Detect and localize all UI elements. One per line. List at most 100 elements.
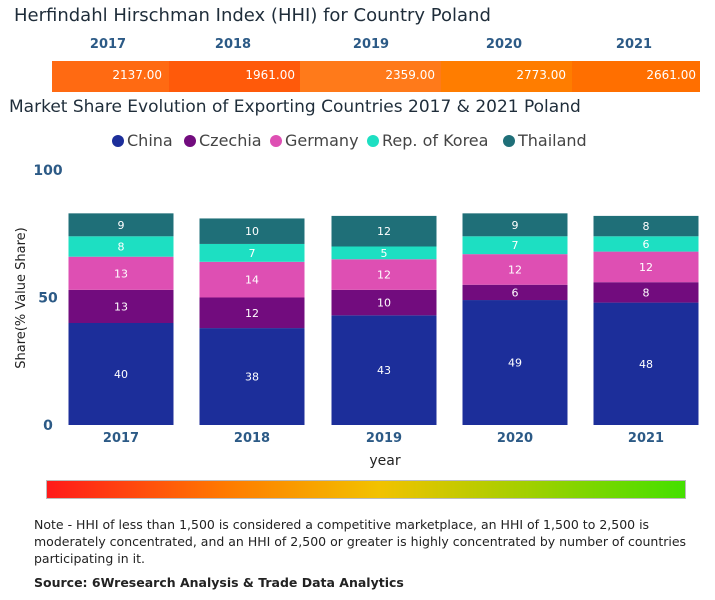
bar-segment <box>68 289 174 323</box>
hhi-cell: 2661.00 <box>572 61 700 92</box>
hhi-year-label: 2019 <box>352 37 390 52</box>
plot-area: 40 13 13 8 9 38 12 14 7 10 43 10 12 5 12 49 6 12 7 9 48 8 12 6 8 <box>68 213 699 425</box>
legend-item-china: China <box>112 131 173 150</box>
bar-segment <box>462 213 568 237</box>
legend-swatch <box>112 135 124 147</box>
x-tick-label: 2021 <box>628 431 664 446</box>
hhi-year-label: 2018 <box>214 37 252 52</box>
data-label: 40 <box>114 368 128 381</box>
data-label: 43 <box>377 364 391 377</box>
data-label: 12 <box>377 225 391 238</box>
bar-segment <box>593 236 699 252</box>
bar-segment <box>462 254 568 285</box>
chart-legend: China Czechia Germany Rep. of Korea Thai… <box>0 131 715 153</box>
data-label: 12 <box>639 261 653 274</box>
bar-segment <box>462 236 568 255</box>
legend-swatch <box>367 135 379 147</box>
data-label: 10 <box>377 297 391 310</box>
bar-segment <box>462 284 568 301</box>
hhi-cell: 2773.00 <box>441 61 572 92</box>
data-label: 9 <box>512 219 519 232</box>
y-axis-title: Share(% Value Share) <box>14 227 29 369</box>
hhi-value: 2661.00 <box>646 68 696 82</box>
hhi-year-label: 2017 <box>89 37 127 52</box>
bar-segment <box>199 297 305 329</box>
legend-label: Czechia <box>199 131 262 150</box>
x-tick-label: 2019 <box>366 431 402 446</box>
hhi-value: 1961.00 <box>245 68 295 82</box>
data-label: 14 <box>245 274 259 287</box>
legend-swatch <box>184 135 196 147</box>
y-axis: 0 50 100 <box>33 163 62 434</box>
bar-segment <box>462 300 568 425</box>
legend-item-germany: Germany <box>270 131 359 150</box>
chart-title: Market Share Evolution of Exporting Coun… <box>9 97 581 117</box>
data-label: 38 <box>245 371 259 384</box>
x-axis-title: year <box>369 453 400 469</box>
hhi-value: 2137.00 <box>112 68 162 82</box>
hhi-gradient-scale <box>46 480 686 499</box>
legend-label: China <box>127 131 173 150</box>
legend-swatch <box>503 135 515 147</box>
bar-segment <box>68 236 174 257</box>
data-label: 13 <box>114 300 128 313</box>
bar-segment <box>68 323 174 425</box>
bar-segment <box>593 215 699 237</box>
bar-segment <box>331 215 437 247</box>
data-label: 8 <box>643 220 650 233</box>
bar-segment <box>593 302 699 425</box>
bar-segment <box>199 218 305 244</box>
bar-segment <box>199 328 305 425</box>
legend-item-thailand: Thailand <box>503 131 587 150</box>
bar-segment <box>331 315 437 425</box>
y-tick-label: 0 <box>43 418 53 434</box>
data-label: 7 <box>512 239 519 252</box>
data-label: 9 <box>118 219 125 232</box>
data-label: 8 <box>643 286 650 299</box>
x-tick-label: 2018 <box>234 431 270 446</box>
data-label: 12 <box>377 269 391 282</box>
legend-item-korea: Rep. of Korea <box>367 131 488 150</box>
hhi-value-bar: 2137.00 1961.00 2359.00 2773.00 2661.00 <box>52 61 700 92</box>
source-credit: Source: 6Wresearch Analysis & Trade Data… <box>34 575 404 590</box>
y-tick-label: 100 <box>33 163 62 179</box>
bar-segment <box>331 246 437 260</box>
bar-segment <box>68 256 174 290</box>
legend-swatch <box>270 135 282 147</box>
data-label: 13 <box>114 267 128 280</box>
bar-segment <box>199 243 305 262</box>
bar-segment <box>68 213 174 237</box>
hhi-title: Herfindahl Hirschman Index (HHI) for Cou… <box>14 5 491 26</box>
hhi-year-label: 2020 <box>485 37 523 52</box>
data-label: 5 <box>381 247 388 260</box>
footnote: Note - HHI of less than 1,500 is conside… <box>34 517 687 566</box>
data-label: 6 <box>643 238 650 251</box>
hhi-value: 2359.00 <box>385 68 435 82</box>
hhi-cell: 2137.00 <box>52 61 169 92</box>
data-label: 8 <box>118 241 125 254</box>
x-tick-label: 2020 <box>497 431 533 446</box>
bar-segment <box>331 289 437 316</box>
y-tick-label: 50 <box>38 291 58 307</box>
hhi-year-label: 2021 <box>615 37 653 52</box>
legend-label: Germany <box>285 131 359 150</box>
data-label: 48 <box>639 358 653 371</box>
bar-segment <box>199 261 305 298</box>
hhi-cell: 1961.00 <box>169 61 300 92</box>
data-label: 6 <box>512 286 519 299</box>
bar-segment <box>593 282 699 303</box>
hhi-value: 2773.00 <box>516 68 566 82</box>
data-label: 12 <box>245 307 259 320</box>
data-label: 49 <box>508 357 522 370</box>
data-label: 10 <box>245 225 259 238</box>
legend-item-czechia: Czechia <box>184 131 262 150</box>
data-label: 12 <box>508 263 522 276</box>
bar-segment <box>331 259 437 290</box>
x-axis: 2017 2018 2019 2020 2021 <box>103 431 664 446</box>
bar-segment <box>593 251 699 283</box>
data-label: 7 <box>249 247 256 260</box>
stacked-bar-chart: 0 50 100 40 13 13 8 9 38 12 14 7 10 43 10 12 5 12 49 6 12 7 9… <box>14 163 699 469</box>
legend-label: Rep. of Korea <box>382 131 489 150</box>
legend-label: Thailand <box>518 131 587 150</box>
x-tick-label: 2017 <box>103 431 139 446</box>
